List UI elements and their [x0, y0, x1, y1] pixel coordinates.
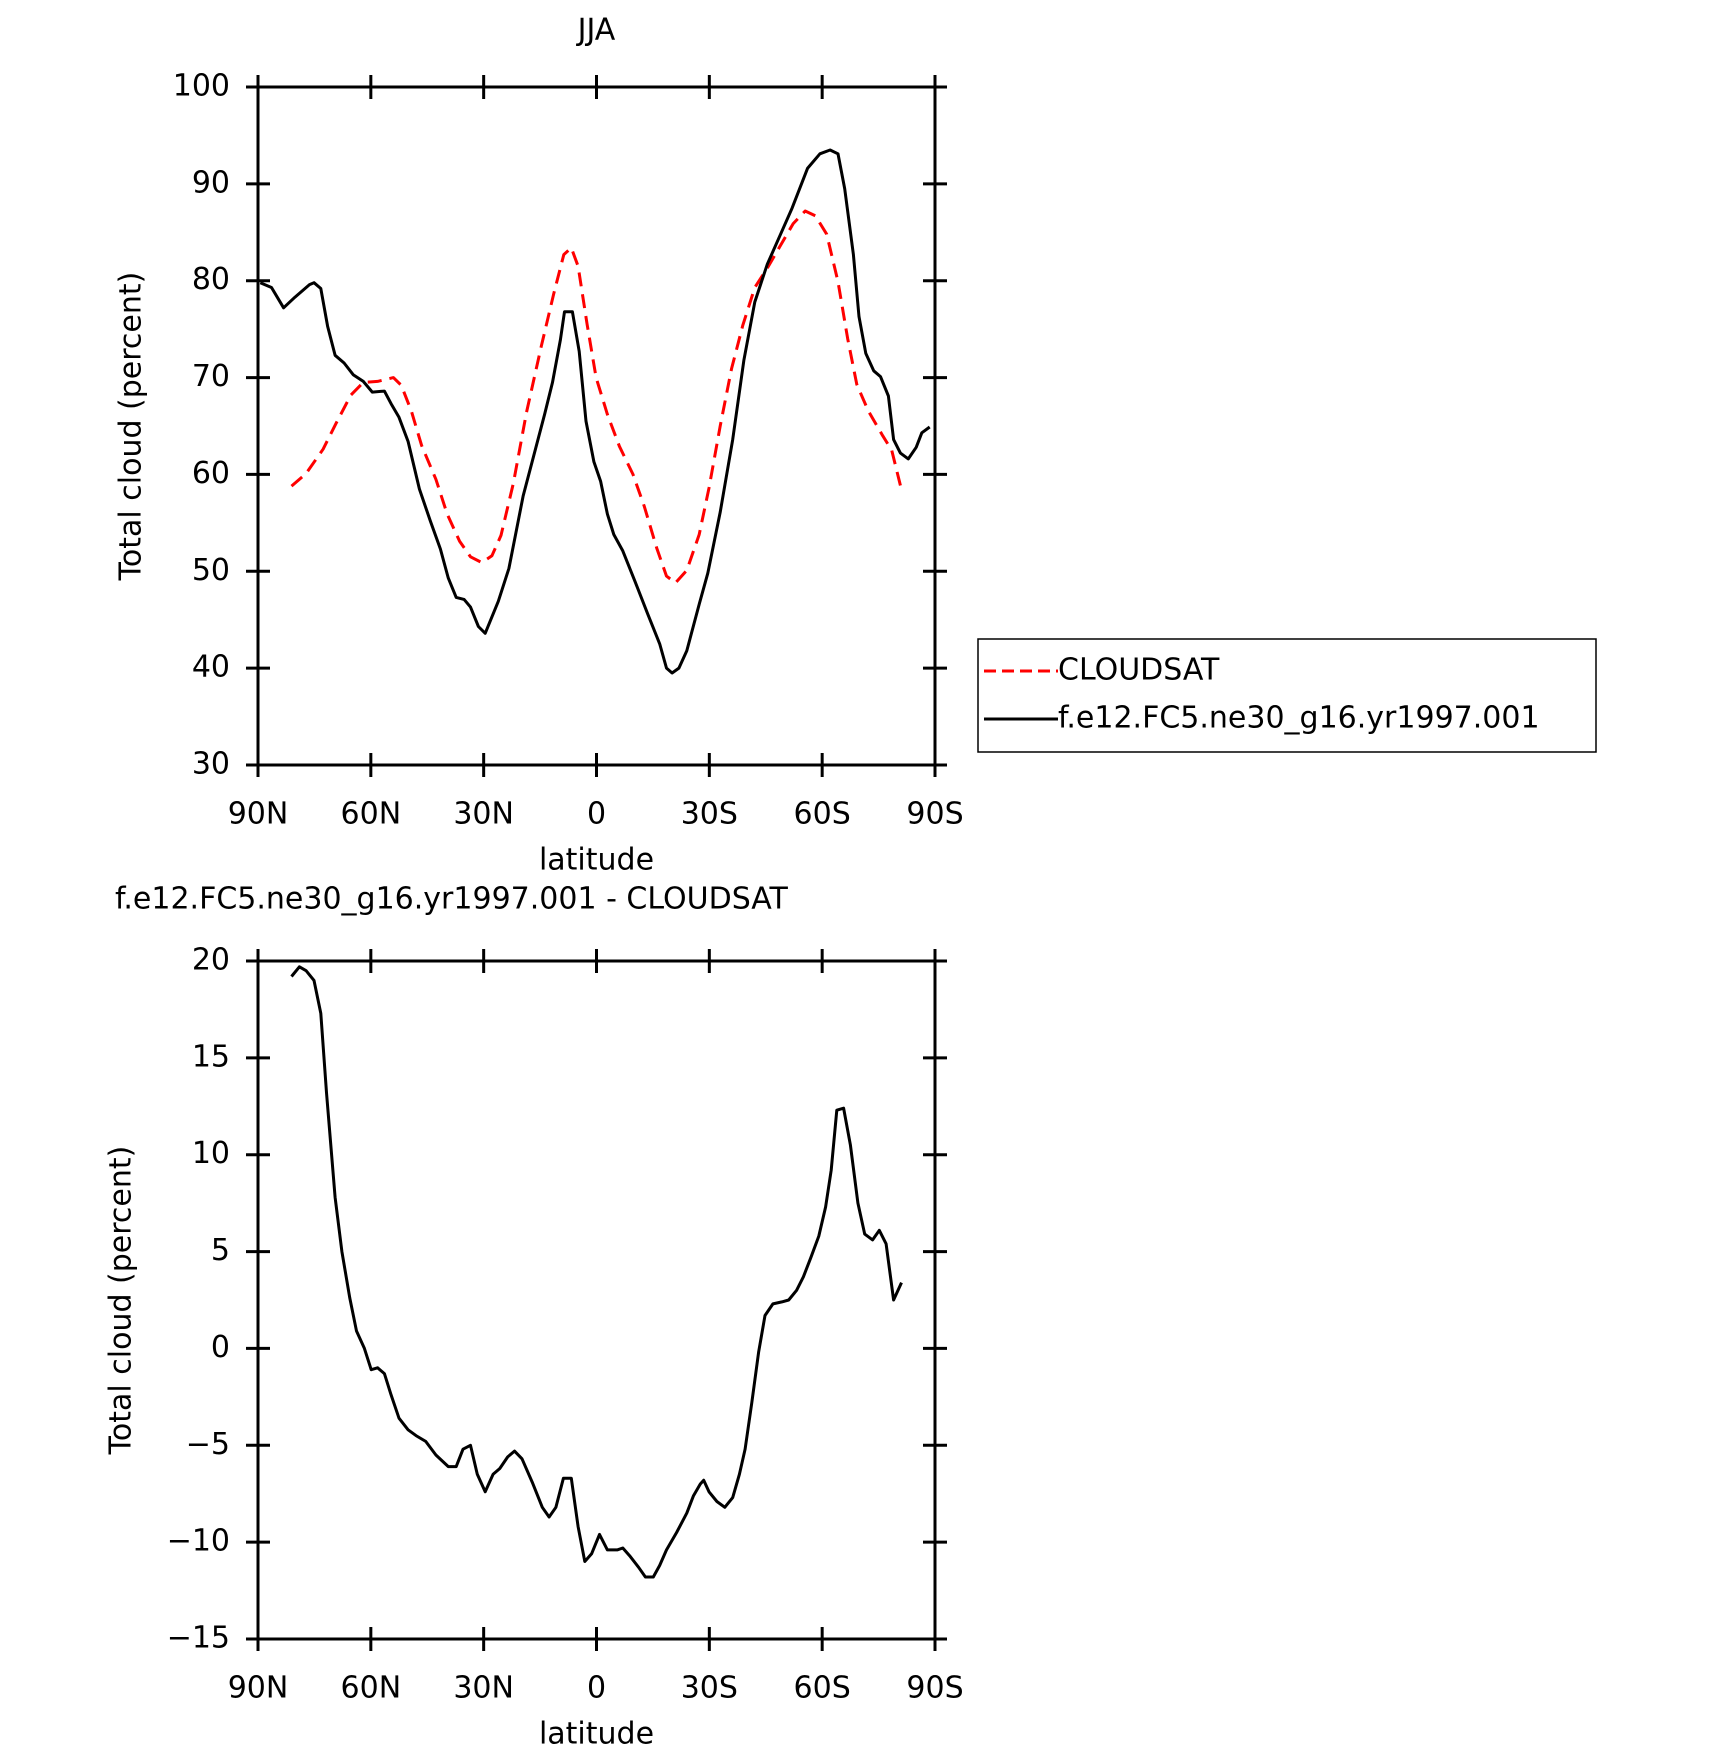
x-tick-label: 90N — [228, 1671, 289, 1706]
x-tick-label: 30S — [681, 797, 738, 832]
y-tick-label: 0 — [211, 1330, 230, 1365]
y-tick-label: 15 — [192, 1039, 230, 1074]
x-tick-label: 60S — [794, 797, 851, 832]
y-tick-label: 30 — [192, 747, 230, 782]
y-axis-label: Total cloud (percent) — [114, 272, 149, 582]
legend-label: CLOUDSAT — [1058, 653, 1220, 688]
legend-label: f.e12.FC5.ne30_g16.yr1997.001 — [1058, 701, 1540, 736]
x-axis-label: latitude — [539, 1717, 654, 1752]
legend-box — [977, 638, 1597, 753]
x-tick-label: 90S — [906, 1671, 963, 1706]
y-tick-label: 40 — [192, 650, 230, 685]
data-line — [290, 209, 903, 585]
x-tick-label: 90S — [906, 797, 963, 832]
y-tick-label: −5 — [186, 1427, 230, 1462]
data-line — [290, 965, 903, 1579]
y-tick-label: 70 — [192, 359, 230, 394]
y-tick-label: 10 — [192, 1136, 230, 1171]
y-tick-label: 50 — [192, 553, 230, 588]
x-tick-label: 30N — [453, 797, 514, 832]
y-tick-label: −10 — [167, 1524, 230, 1559]
x-tick-label: 90N — [228, 797, 289, 832]
y-tick-label: 60 — [192, 456, 230, 491]
plot-frame — [256, 959, 937, 1641]
x-tick-label: 60N — [341, 1671, 402, 1706]
y-tick-label: 100 — [173, 69, 230, 104]
chart-title: f.e12.FC5.ne30_g16.yr1997.001 - CLOUDSAT — [115, 882, 788, 917]
y-tick-label: 20 — [192, 943, 230, 978]
y-axis-label: Total cloud (percent) — [104, 1146, 139, 1456]
x-tick-label: 60N — [341, 797, 402, 832]
y-tick-label: 5 — [211, 1233, 230, 1268]
x-tick-label: 30N — [453, 1671, 514, 1706]
y-tick-label: −15 — [167, 1621, 230, 1656]
x-tick-label: 30S — [681, 1671, 738, 1706]
x-axis-label: latitude — [539, 843, 654, 878]
y-tick-label: 80 — [192, 262, 230, 297]
x-tick-label: 0 — [587, 1671, 606, 1706]
y-tick-label: 90 — [192, 165, 230, 200]
data-line — [259, 148, 931, 675]
plot-frame — [256, 85, 937, 767]
x-tick-label: 60S — [794, 1671, 851, 1706]
chart-title: JJA — [576, 13, 616, 48]
x-tick-label: 0 — [587, 797, 606, 832]
